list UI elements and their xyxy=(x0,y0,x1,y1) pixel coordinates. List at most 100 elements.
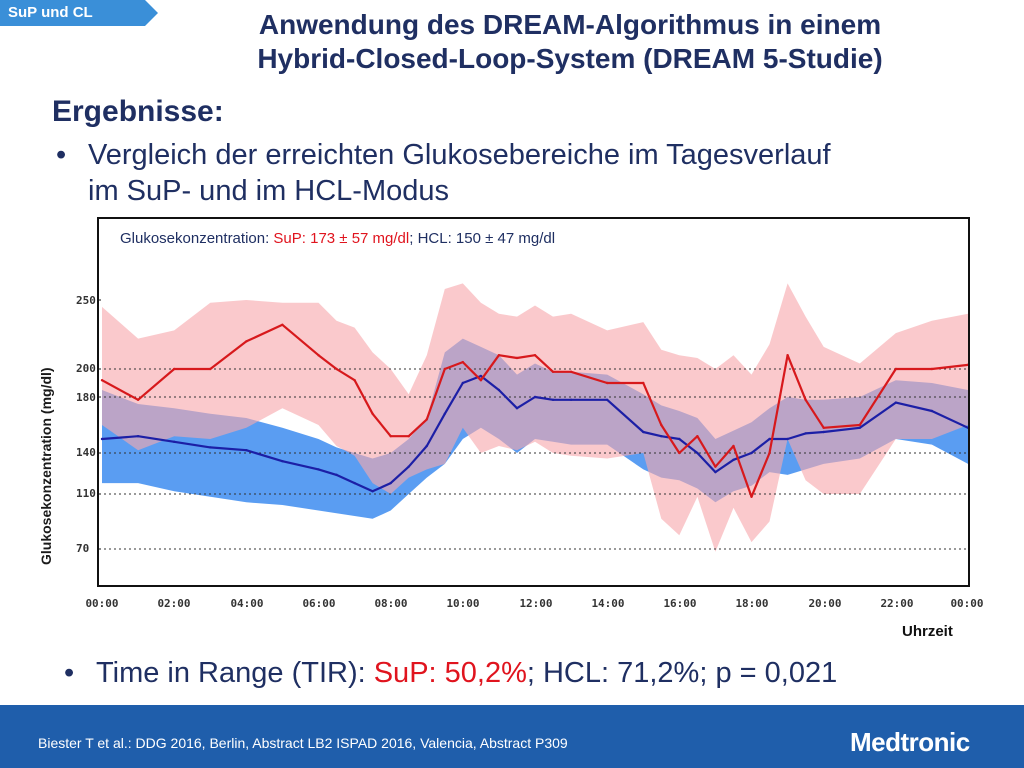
sup-point xyxy=(317,354,320,357)
hcl-point xyxy=(497,388,501,392)
x-tick-1800: 18:00 xyxy=(735,597,769,610)
hcl-point xyxy=(822,430,825,434)
sup-point xyxy=(822,426,825,429)
hcl-point xyxy=(281,460,284,463)
title-line-2: Hybrid-Closed-Loop-System (DREAM 5-Studi… xyxy=(257,43,883,74)
bullet-line-1: Vergleich der erreichten Glukosebereiche… xyxy=(88,139,831,171)
sup-point xyxy=(533,354,537,357)
hcl-point xyxy=(569,398,573,401)
hcl-point xyxy=(479,374,483,378)
section-heading: Ergebnisse: xyxy=(52,95,224,128)
hcl-point xyxy=(732,458,735,462)
sup-point xyxy=(100,379,104,382)
hcl-point xyxy=(858,426,861,429)
sup-point xyxy=(768,451,771,455)
hcl-point xyxy=(804,432,807,435)
footer-bar xyxy=(0,705,1024,768)
y-tick-180: 180 xyxy=(76,391,96,404)
y-tick-200: 200 xyxy=(76,362,96,375)
hcl-point xyxy=(533,395,537,399)
hcl-point xyxy=(642,430,645,434)
x-tick-0600: 06:00 xyxy=(302,597,336,610)
bullet-dot: • xyxy=(56,139,67,171)
sup-point xyxy=(443,367,446,371)
sup-point xyxy=(642,381,645,385)
sup-point xyxy=(497,354,501,357)
tir-rest: ; HCL: 71,2%; p = 0,021 xyxy=(526,657,838,689)
sup-point xyxy=(515,356,519,360)
hcl-point xyxy=(696,451,699,455)
hcl-point xyxy=(425,444,428,448)
footer-reference: Biester T et al.: DDG 2016, Berlin, Abst… xyxy=(38,735,568,751)
hcl-point xyxy=(786,437,789,441)
y-tick-70: 70 xyxy=(76,542,90,555)
sup-point xyxy=(479,379,483,382)
tir-sup: SuP: 50,2% xyxy=(373,657,527,689)
x-tick-1200: 12:00 xyxy=(519,597,553,610)
sup-point xyxy=(714,465,717,468)
sup-point xyxy=(660,423,663,427)
sup-point xyxy=(804,398,807,401)
x-tick-1400: 14:00 xyxy=(591,597,625,610)
hcl-point xyxy=(660,435,663,438)
y-tick-110: 110 xyxy=(76,487,96,500)
hcl-point xyxy=(407,465,410,468)
hcl-point xyxy=(389,481,392,485)
sup-point xyxy=(136,398,140,401)
hcl-point xyxy=(515,407,519,410)
caption-prefix: Glukosekonzentration: xyxy=(120,230,274,247)
sup-point xyxy=(425,418,428,421)
sup-point xyxy=(551,370,555,373)
bullet-comparison: • Vergleich der erreichten Glukosebereic… xyxy=(56,137,988,209)
plot-area xyxy=(99,283,968,552)
sup-point xyxy=(335,367,338,371)
sup-point xyxy=(966,363,968,367)
hcl-point xyxy=(750,451,753,455)
tir-prefix: Time in Range (TIR): xyxy=(96,657,374,689)
x-tick-0800: 08:00 xyxy=(374,597,408,610)
hcl-point xyxy=(353,481,356,485)
hcl-point xyxy=(209,446,212,449)
bullet-line-2: im SuP- und im HCL-Modus xyxy=(88,175,449,207)
bullet-tir: • Time in Range (TIR): SuP: 50,2%; HCL: … xyxy=(64,655,996,691)
hcl-point xyxy=(768,437,771,441)
sup-point xyxy=(245,340,248,343)
hcl-point xyxy=(930,409,934,413)
bullet-dot: • xyxy=(64,657,75,689)
x-tick-0200: 02:00 xyxy=(157,597,191,610)
sup-point xyxy=(371,412,374,415)
caption-sep: ; xyxy=(409,230,418,247)
slide-title: Anwendung des DREAM-Algorithmus in einem… xyxy=(160,8,980,76)
hcl-point xyxy=(443,412,446,415)
sup-point xyxy=(281,323,284,327)
y-tick-140: 140 xyxy=(76,446,96,459)
x-tick-2400: 00:00 xyxy=(950,597,984,610)
sup-point xyxy=(605,381,609,385)
x-tick-0400: 04:00 xyxy=(230,597,264,610)
sup-point xyxy=(569,370,573,373)
sup-point xyxy=(172,367,176,371)
sup-point xyxy=(786,354,789,357)
hcl-point xyxy=(714,470,717,474)
section-tag: SuP und CL xyxy=(0,0,158,26)
hcl-point xyxy=(100,437,104,441)
y-tick-250: 250 xyxy=(76,294,96,307)
sup-point xyxy=(696,435,699,438)
x-tick-2000: 20:00 xyxy=(808,597,842,610)
hcl-point xyxy=(678,437,681,441)
sup-point xyxy=(678,451,681,455)
sup-point xyxy=(461,360,465,364)
y-axis-label: Glukosekonzentration (mg/dl) xyxy=(38,367,54,565)
sup-point xyxy=(750,495,753,498)
hcl-point xyxy=(317,468,320,471)
chart-caption: Glukosekonzentration: SuP: 173 ± 57 mg/d… xyxy=(120,230,555,247)
sup-point xyxy=(209,367,212,371)
hcl-point xyxy=(245,449,248,452)
hcl-point xyxy=(461,381,465,385)
sup-point xyxy=(858,423,861,427)
x-tick-1600: 16:00 xyxy=(663,597,697,610)
x-tick-1000: 10:00 xyxy=(446,597,480,610)
title-line-1: Anwendung des DREAM-Algorithmus in einem xyxy=(258,9,882,40)
x-axis-label: Uhrzeit xyxy=(902,623,953,640)
